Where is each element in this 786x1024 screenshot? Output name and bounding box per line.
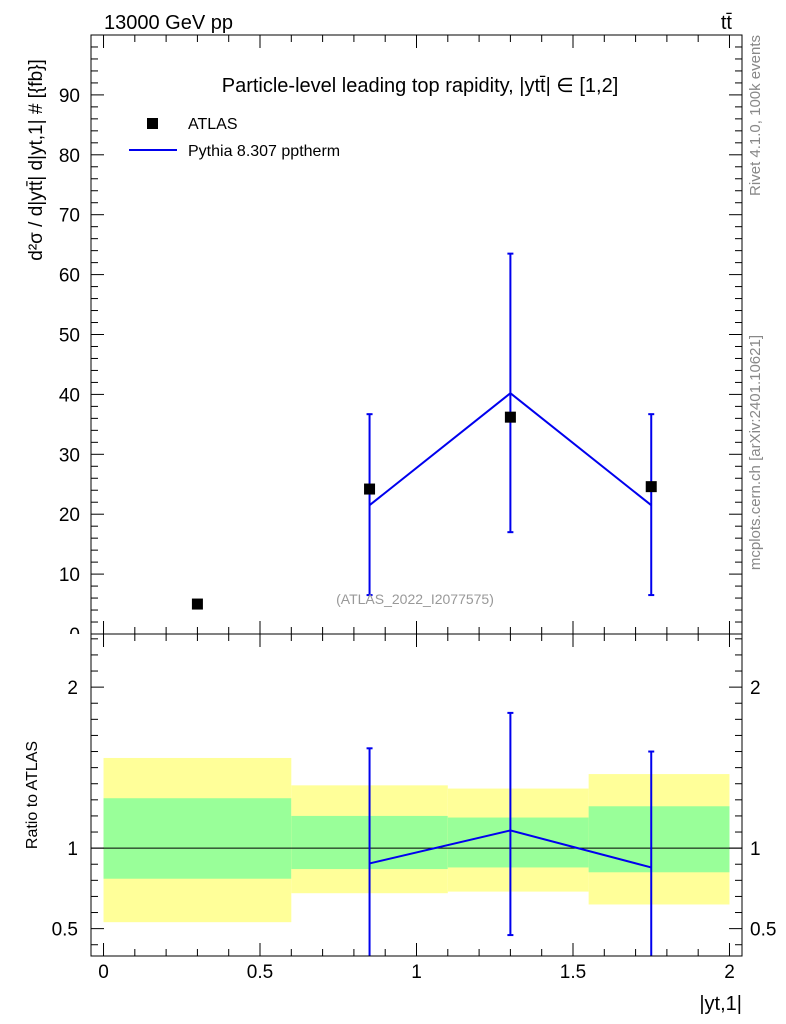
ratio-y-tick-label-right: 2 xyxy=(750,678,761,699)
ratio-plot-content xyxy=(91,711,742,956)
legend: ATLAS Pythia 8.307 pptherm xyxy=(129,116,340,160)
main-plot-content xyxy=(191,252,657,610)
main-y-tick-label: 40 xyxy=(59,385,80,406)
atlas-data-point xyxy=(191,598,203,610)
main-y-tick-label: 80 xyxy=(59,146,80,167)
header-process-label: 13000 GeV pp xyxy=(104,12,233,34)
ratio-y-tick-label: 0.5 xyxy=(52,920,78,941)
main-y-tick-label: 20 xyxy=(59,505,80,526)
legend-atlas-marker xyxy=(147,118,158,129)
main-plot-title: Particle-level leading top rapidity, |yt… xyxy=(222,75,619,97)
atlas-data-point xyxy=(504,411,516,423)
ratio-y-tick-label: 2 xyxy=(67,678,78,699)
main-y-axis-label: d²σ / d|ytt̄| d|yt,1| # [{fb}] xyxy=(26,59,47,261)
analysis-watermark: (ATLAS_2022_I2077575) xyxy=(336,591,494,607)
legend-pythia-label: Pythia 8.307 pptherm xyxy=(188,143,340,160)
header-final-state-label: tt̄ xyxy=(721,12,733,34)
ratio-y-tick-label-right: 1 xyxy=(750,839,761,860)
ratio-inner-uncertainty-band xyxy=(588,806,730,873)
main-y-tick-label: 10 xyxy=(59,565,80,586)
ratio-y-tick-label: 1 xyxy=(67,839,78,860)
legend-atlas-label: ATLAS xyxy=(188,116,238,133)
rivet-version-label: Rivet 4.1.0, 100k events xyxy=(747,35,764,196)
main-plot-panel: 10 20 30 40 50 60 70 80 90 0 Particle-level leadi… xyxy=(26,34,743,646)
x-tick-label: 2 xyxy=(724,962,735,983)
main-y-tick-label: 50 xyxy=(59,326,80,347)
ratio-plot-panel: 0.5 0.5 1 1 2 2 0 0.5 1 1.5 2 Ratio to ATLAS |yt,… xyxy=(24,633,777,1015)
main-y-tick-label: 70 xyxy=(59,206,80,227)
atlas-data-point xyxy=(645,481,657,493)
atlas-data-point xyxy=(364,483,376,495)
main-y-tick-label-zero: 0 xyxy=(69,625,80,646)
x-tick-label: 1.5 xyxy=(560,962,586,983)
main-y-tick-labels: 10 20 30 40 50 60 70 80 90 0 xyxy=(59,86,80,646)
main-y-tick-label: 60 xyxy=(59,266,80,287)
ratio-inner-uncertainty-band xyxy=(103,798,292,879)
ratio-y-tick-labels: 0.5 0.5 1 1 2 2 xyxy=(52,678,777,941)
ratio-y-axis-label: Ratio to ATLAS xyxy=(24,741,41,849)
main-y-tick-label: 30 xyxy=(59,445,80,466)
ratio-y-tick-label-right: 0.5 xyxy=(750,920,776,941)
main-y-tick-label: 90 xyxy=(59,86,80,107)
x-tick-labels: 0 0.5 1 1.5 2 xyxy=(98,962,735,983)
x-tick-label: 1 xyxy=(411,962,422,983)
x-tick-label: 0.5 xyxy=(247,962,273,983)
mcplots-reference-label: mcplots.cern.ch [arXiv:2401.10621] xyxy=(747,335,764,570)
ratio-inner-uncertainty-band xyxy=(447,817,589,868)
x-axis-label: |yt,1| xyxy=(699,993,742,1015)
x-tick-label: 0 xyxy=(98,962,109,983)
ratio-axis-ticks xyxy=(91,634,742,956)
